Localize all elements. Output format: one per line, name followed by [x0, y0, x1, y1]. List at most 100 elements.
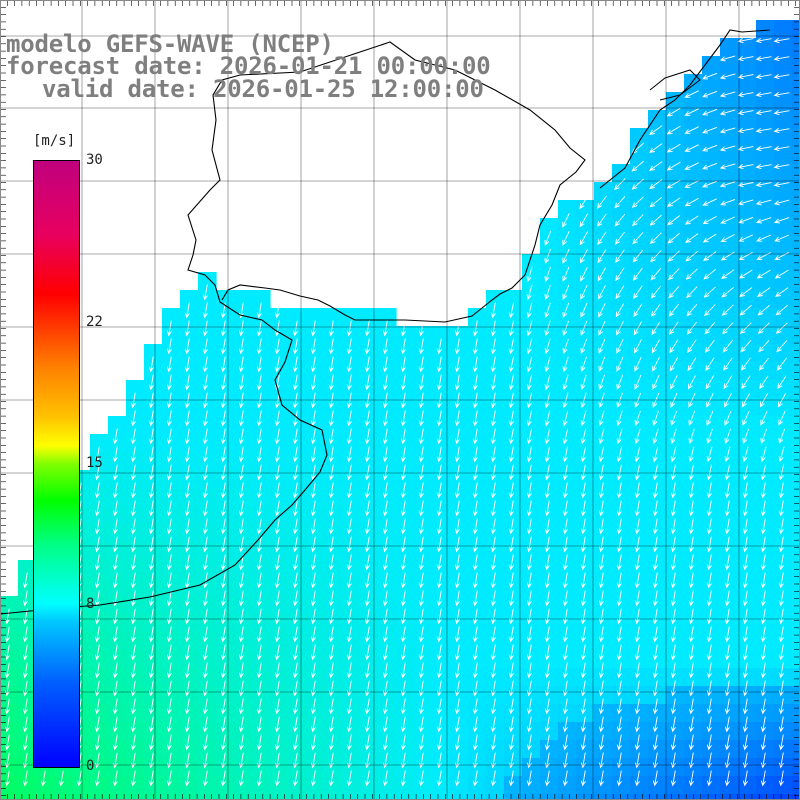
- wind-arrow: [328, 662, 334, 679]
- wind-cell: [594, 488, 613, 507]
- wind-cell: [774, 632, 793, 651]
- wind-arrow: [364, 518, 370, 535]
- wind-arrow: [184, 716, 190, 733]
- wind-arrow: [737, 110, 754, 116]
- wind-cell: [90, 506, 109, 525]
- wind-arrow: [346, 536, 352, 553]
- wind-cell: [702, 632, 721, 651]
- wind-arrow: [742, 500, 748, 517]
- wind-arrow: [382, 716, 388, 733]
- wind-cell: [324, 488, 343, 507]
- wind-cell: [360, 632, 379, 651]
- wind-arrow: [94, 572, 100, 589]
- wind-arrow: [704, 304, 716, 317]
- wind-arrow: [418, 716, 424, 733]
- wind-arrow: [400, 500, 406, 517]
- wind-cell: [414, 362, 433, 381]
- wind-cell: [720, 344, 739, 363]
- wind-arrow: [670, 446, 677, 463]
- wind-cell: [324, 308, 343, 327]
- wind-arrow: [562, 572, 568, 589]
- wind-cell: [630, 524, 649, 543]
- wind-arrow: [544, 356, 551, 373]
- wind-arrow: [652, 572, 658, 589]
- wind-cell: [270, 308, 289, 327]
- wind-arrow: [184, 320, 190, 337]
- wind-arrow: [739, 304, 752, 316]
- wind-arrow: [670, 770, 676, 787]
- wind-arrow: [580, 608, 586, 625]
- wind-cell: [504, 560, 523, 579]
- wind-cell: [720, 758, 739, 777]
- wind-arrow: [184, 482, 190, 499]
- wind-arrow: [436, 644, 442, 661]
- wind-arrow: [130, 752, 136, 769]
- wind-arrow: [670, 375, 678, 390]
- wind-cell: [126, 452, 145, 471]
- wind-cell: [252, 686, 271, 705]
- wind-cell: [738, 794, 757, 800]
- wind-cell: [180, 326, 199, 345]
- wind-cell: [468, 686, 487, 705]
- wind-cell: [126, 704, 145, 723]
- wind-cell: [360, 488, 379, 507]
- wind-cell: [792, 650, 800, 669]
- wind-cell: [288, 704, 307, 723]
- wind-arrow: [598, 752, 604, 769]
- wind-cell: [378, 632, 397, 651]
- wind-cell: [630, 146, 649, 165]
- wind-arrow: [454, 770, 460, 787]
- wind-arrow: [737, 56, 754, 62]
- wind-cell: [216, 632, 235, 651]
- wind-arrow: [130, 770, 136, 787]
- wind-arrow: [328, 572, 334, 589]
- wind-arrow: [634, 770, 640, 787]
- wind-arrow: [544, 644, 550, 661]
- wind-arrow: [184, 644, 190, 661]
- wind-cell: [756, 704, 775, 723]
- wind-arrow: [220, 716, 226, 733]
- wind-arrow: [719, 91, 736, 98]
- wind-arrow: [184, 536, 190, 553]
- wind-cell: [756, 560, 775, 579]
- wind-arrow: [274, 410, 280, 427]
- wind-arrow: [346, 716, 352, 733]
- wind-cell: [792, 452, 800, 471]
- wind-cell: [360, 470, 379, 489]
- wind-cell: [198, 758, 217, 777]
- wind-cell: [234, 452, 253, 471]
- wind-arrow: [724, 716, 730, 733]
- wind-arrow: [382, 428, 388, 445]
- wind-arrow: [400, 392, 406, 409]
- wind-arrow: [580, 446, 587, 463]
- wind-cell: [684, 632, 703, 651]
- wind-arrow: [598, 356, 606, 372]
- wind-arrow: [616, 410, 623, 427]
- wind-cell: [0, 614, 19, 633]
- wind-cell: [648, 218, 667, 237]
- wind-arrow: [775, 322, 788, 334]
- wind-cell: [162, 794, 181, 800]
- wind-arrow: [562, 213, 570, 228]
- wind-cell: [198, 776, 217, 795]
- wind-cell: [702, 218, 721, 237]
- wind-cell: [612, 686, 631, 705]
- wind-cell: [756, 326, 775, 345]
- wind-cell: [144, 362, 163, 381]
- wind-cell: [684, 146, 703, 165]
- wind-cell: [540, 722, 559, 741]
- wind-cell: [774, 452, 793, 471]
- wind-arrow: [688, 626, 694, 643]
- wind-arrow: [148, 428, 154, 445]
- wind-arrow: [508, 374, 514, 391]
- wind-cell: [360, 614, 379, 633]
- wind-cell: [702, 470, 721, 489]
- wind-cell: [144, 398, 163, 417]
- wind-cell: [180, 668, 199, 687]
- wind-cell: [414, 344, 433, 363]
- wind-arrow: [760, 411, 768, 426]
- wind-cell: [468, 308, 487, 327]
- wind-arrow: [238, 482, 244, 499]
- wind-cell: [468, 452, 487, 471]
- wind-arrow: [686, 286, 698, 299]
